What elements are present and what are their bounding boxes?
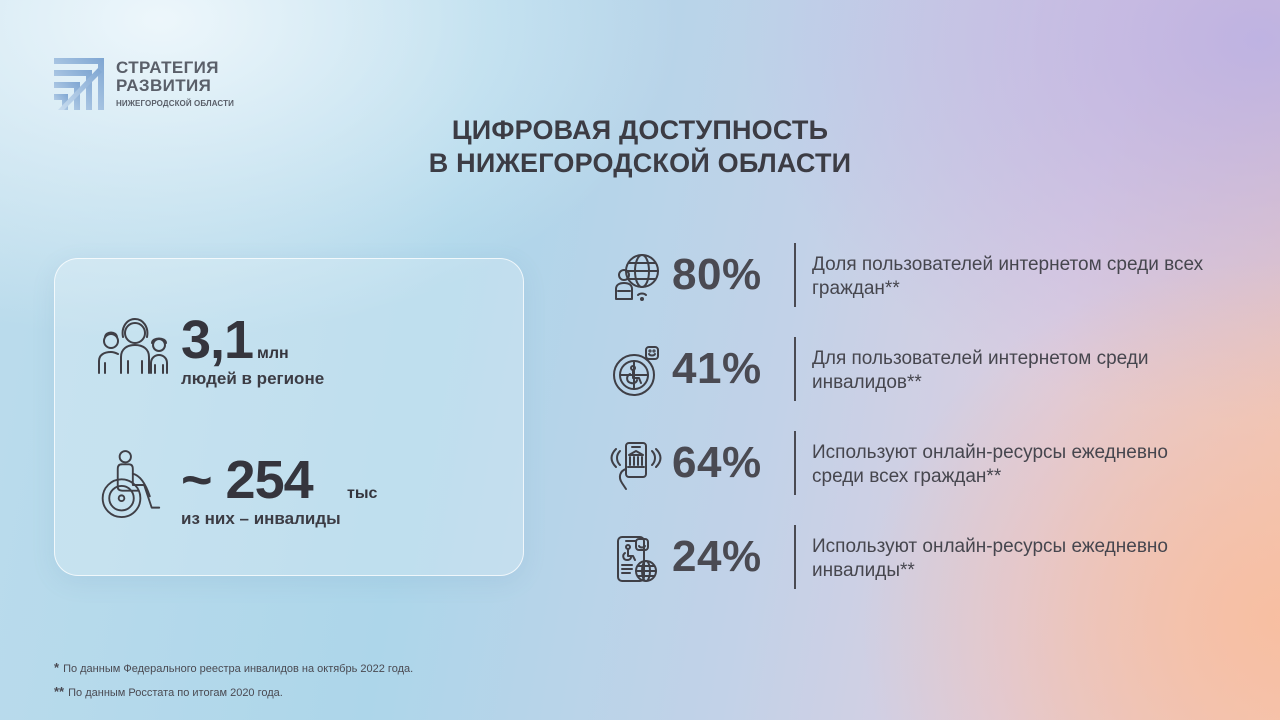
wheelchair-user-icon <box>101 450 161 518</box>
metric-value: 41% <box>672 344 762 393</box>
disabled-value: ~ 254 <box>181 450 314 510</box>
summary-card: 3,1 млн людей в регионе ~ 254 тыс из них… <box>54 258 524 576</box>
footnote-mark: * <box>54 660 60 675</box>
metric-description: Для пользователей интернетом среди инвал… <box>812 348 1149 393</box>
logo: СТРАТЕГИЯ РАЗВИТИЯ НИЖЕГОРОДСКОЙ ОБЛАСТИ <box>54 58 234 110</box>
footnote-mark: ** <box>54 684 65 699</box>
phone-services-icon <box>610 442 662 490</box>
metric-divider <box>794 243 796 307</box>
population-description: людей в регионе <box>181 369 325 388</box>
metric-description: Доля пользователей интернетом среди всех… <box>812 254 1204 299</box>
metric-value: 64% <box>672 438 762 487</box>
metric-divider <box>794 337 796 401</box>
footnote-text: По данным Федерального реестра инвалидов… <box>63 663 414 675</box>
metric-divider <box>794 431 796 495</box>
disabled-stat: ~ 254 тыс из них – инвалиды <box>97 449 497 529</box>
phone-accessibility-globe-icon <box>617 536 657 582</box>
globe-accessibility-icon <box>613 346 659 396</box>
metric-internet-users-disabled: 41% Для пользователей интернетом среди и… <box>610 337 1230 403</box>
metric-divider <box>794 525 796 589</box>
metric-value: 80% <box>672 250 762 299</box>
page-title: ЦИФРОВАЯ ДОСТУПНОСТЬ В НИЖЕГОРОДСКОЙ ОБЛ… <box>0 114 1280 180</box>
population-unit: млн <box>257 345 289 362</box>
metric-internet-users-all: 80% Доля пользователей интернетом среди … <box>610 243 1230 309</box>
metric-daily-online-all: 64% Используют онлайн-ресурсы ежедневно … <box>610 431 1230 497</box>
page-title-line-2: В НИЖЕГОРОДСКОЙ ОБЛАСТИ <box>428 148 852 178</box>
disabled-description: из них – инвалиды <box>181 509 341 528</box>
logo-line-2: РАЗВИТИЯ <box>116 76 212 95</box>
disabled-unit: тыс <box>347 485 378 502</box>
metric-description: Используют онлайн-ресурсы ежедневно сред… <box>812 442 1168 487</box>
footnote-1: * По данным Федерального реестра инвалидо… <box>54 660 413 675</box>
metric-daily-online-disabled: 24% Используют онлайн-ресурсы ежедневно … <box>610 525 1230 591</box>
population-value: 3,1 <box>181 310 254 370</box>
logo-stripes-icon <box>54 58 104 110</box>
metric-description: Используют онлайн-ресурсы ежедневно инва… <box>812 536 1168 581</box>
globe-user-icon <box>615 254 659 301</box>
logo-subtitle: НИЖЕГОРОДСКОЙ ОБЛАСТИ <box>116 99 234 108</box>
footnote-2: ** По данным Росстата по итогам 2020 года… <box>54 684 283 699</box>
population-stat: 3,1 млн людей в регионе <box>97 310 497 395</box>
logo-line-1: СТРАТЕГИЯ <box>116 58 219 77</box>
metric-value: 24% <box>672 532 762 581</box>
page-title-line-1: ЦИФРОВАЯ ДОСТУПНОСТЬ <box>451 115 829 145</box>
people-group-icon <box>98 318 168 374</box>
footnote-text: По данным Росстата по итогам 2020 года. <box>68 687 283 699</box>
